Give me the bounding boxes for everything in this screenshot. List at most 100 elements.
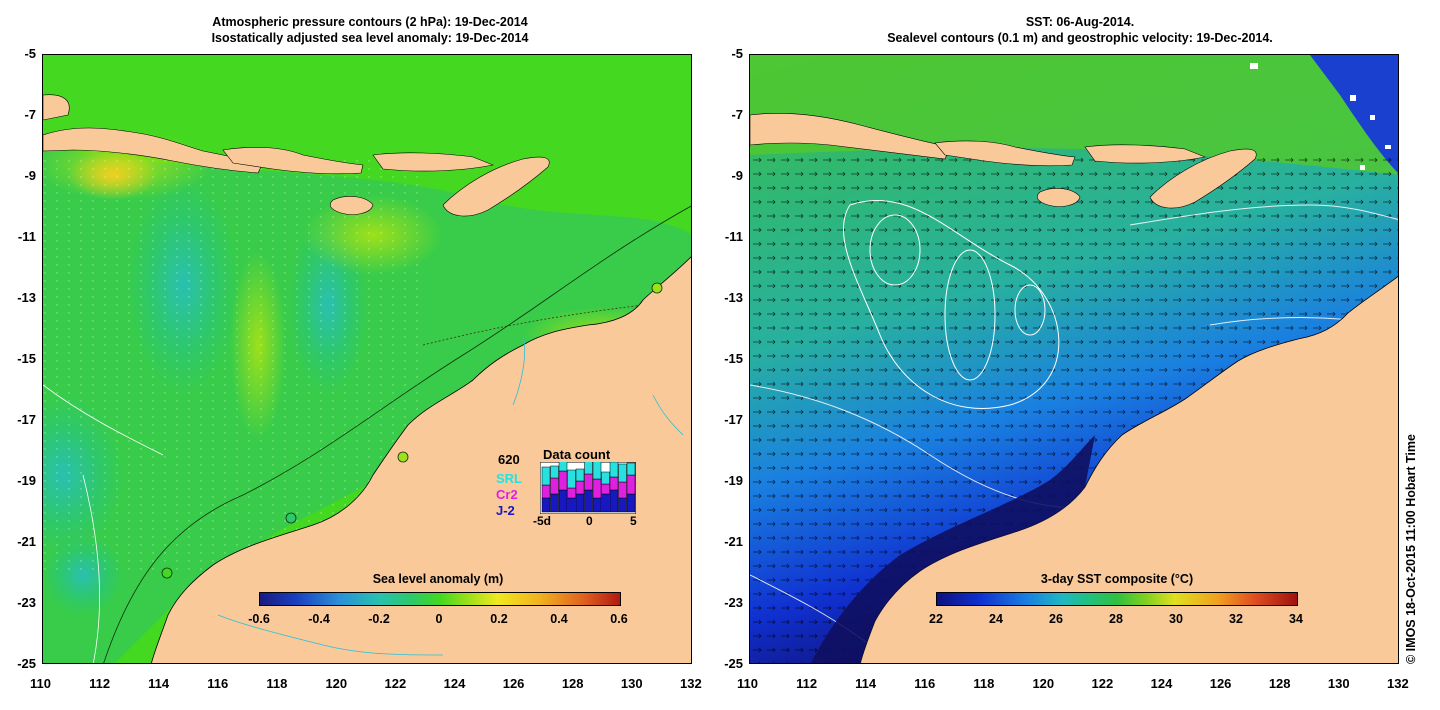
data-count-bar-6-2	[592, 462, 602, 480]
left-x-tick-110: 110	[30, 676, 51, 691]
left-y-tick--17: -17	[17, 412, 36, 427]
right-x-tick-112: 112	[796, 676, 818, 691]
data-count-bars	[540, 462, 636, 514]
right-x-tick-132: 132	[1387, 676, 1409, 691]
right-y-tick--5: -5	[731, 46, 743, 61]
sst-colorbar-tick-1: 24	[989, 612, 1003, 626]
left-y-tick--25: -25	[17, 656, 36, 671]
data-count-bar-4-1	[575, 480, 585, 495]
sst-colorbar-label: 3-day SST composite (°C)	[1040, 572, 1194, 586]
sla-colorbar-gradient	[259, 592, 621, 606]
left-y-tick--11: -11	[17, 229, 36, 244]
right-panel-title: SST: 06-Aug-2014. Sealevel contours (0.1…	[800, 14, 1360, 46]
data-count-bar-1-1	[550, 477, 559, 495]
left-panel-title: Atmospheric pressure contours (2 hPa): 1…	[180, 14, 560, 46]
right-x-tick-126: 126	[1209, 676, 1232, 691]
data-count-bar-3-2	[567, 469, 576, 489]
data-count-title: Data count	[543, 447, 611, 462]
sla-colorbar-label: Sea level anomaly (m)	[372, 572, 504, 586]
right-y-tick--25: -25	[724, 656, 743, 671]
data-count-bar-0-0	[541, 497, 551, 513]
data-count-bar-4-0	[575, 493, 585, 513]
data-count-bar-9-0	[618, 497, 627, 513]
left-x-tick-122: 122	[384, 676, 407, 691]
data-count-bar-2-2	[558, 462, 568, 472]
right-y-tick--13: -13	[724, 290, 743, 305]
sla-colorbar-tick-1: -0.4	[308, 612, 330, 626]
left-x-tick-132: 132	[680, 676, 702, 691]
data-count-bar-8-0	[609, 489, 619, 513]
left-y-tick--9: -9	[24, 168, 36, 183]
dc-tick-5: 5	[630, 514, 637, 528]
dc-tick-0: 0	[586, 514, 593, 528]
data-count-bar-10-0	[626, 493, 636, 513]
data-count-bar-2-1	[558, 470, 568, 491]
right-x-tick-130: 130	[1327, 676, 1350, 691]
left-x-tick-118: 118	[266, 676, 288, 691]
right-y-tick--21: -21	[724, 534, 743, 549]
right-title-line2: Sealevel contours (0.1 m) and geostrophi…	[887, 31, 1273, 45]
left-y-tick--5: -5	[24, 46, 36, 61]
sst-colorbar-tick-2: 26	[1049, 612, 1063, 626]
credit-text: © IMOS 18-Oct-2015 11:00 Hobart Time	[1404, 434, 1418, 664]
right-x-tick-114: 114	[855, 676, 877, 691]
sla-colorbar-tick-4: 0.2	[490, 612, 508, 626]
sla-map-graphic	[43, 55, 691, 663]
sst-map	[749, 54, 1399, 664]
right-y-tick--19: -19	[724, 473, 743, 488]
data-count-bar-8-2	[609, 462, 619, 478]
left-x-tick-126: 126	[502, 676, 525, 691]
left-x-tick-120: 120	[325, 676, 348, 691]
data-count-bar-6-1	[592, 478, 602, 499]
data-count-bar-0-2	[541, 466, 551, 486]
data-count-bar-5-1	[584, 473, 593, 491]
sla-colorbar-tick-6: 0.6	[610, 612, 628, 626]
data-count-bar-3-1	[567, 487, 576, 499]
sst-map-graphic	[750, 55, 1398, 663]
data-count-bar-4-2	[575, 468, 585, 482]
data-count-bar-1-2	[550, 465, 559, 479]
data-count-bar-7-2	[601, 471, 610, 485]
left-y-tick--7: -7	[24, 107, 36, 122]
left-x-tick-116: 116	[207, 676, 229, 691]
sst-colorbar-tick-0: 22	[929, 612, 943, 626]
right-y-tick--15: -15	[724, 351, 743, 366]
data-count-bar-5-0	[584, 489, 593, 513]
data-count-bar-7-1	[601, 483, 610, 495]
right-x-tick-116: 116	[914, 676, 936, 691]
sla-colorbar-tick-2: -0.2	[368, 612, 390, 626]
data-count-bar-10-1	[626, 474, 636, 495]
right-x-tick-128: 128	[1268, 676, 1291, 691]
left-x-tick-130: 130	[620, 676, 643, 691]
left-y-tick--15: -15	[17, 351, 36, 366]
data-count-bar-7-0	[601, 493, 610, 513]
left-title-line1: Atmospheric pressure contours (2 hPa): 1…	[212, 15, 528, 29]
sea-level-anomaly-map	[42, 54, 692, 664]
data-count-bar-10-2	[626, 462, 636, 476]
data-count-bar-1-0	[550, 493, 559, 513]
dc-tick-minus5: -5d	[533, 514, 551, 528]
left-title-line2: Isostatically adjusted sea level anomaly…	[211, 31, 529, 45]
data-count-bar-5-2	[584, 462, 593, 475]
right-y-tick--7: -7	[731, 107, 743, 122]
data-count-bar-3-0	[567, 497, 576, 513]
sst-colorbar-gradient	[936, 592, 1298, 606]
sla-colorbar-tick-3: 0	[435, 612, 443, 626]
right-x-tick-120: 120	[1032, 676, 1055, 691]
sst-colorbar-tick-3: 28	[1109, 612, 1123, 626]
sst-colorbar-tick-4: 30	[1169, 612, 1183, 626]
right-x-tick-110: 110	[737, 676, 758, 691]
left-y-tick--23: -23	[17, 595, 36, 610]
left-y-tick--21: -21	[17, 534, 36, 549]
sst-colorbar-tick-5: 32	[1229, 612, 1243, 626]
data-count-bar-0-1	[541, 484, 551, 499]
left-x-tick-128: 128	[561, 676, 584, 691]
data-count-bar-6-0	[592, 497, 602, 513]
satellite-srl: SRL	[496, 471, 522, 486]
right-y-tick--17: -17	[724, 412, 743, 427]
left-y-tick--19: -19	[17, 473, 36, 488]
sst-colorbar-tick-6: 34	[1289, 612, 1303, 626]
left-x-tick-112: 112	[89, 676, 111, 691]
left-x-tick-114: 114	[148, 676, 170, 691]
data-count-bar-9-1	[618, 481, 627, 499]
